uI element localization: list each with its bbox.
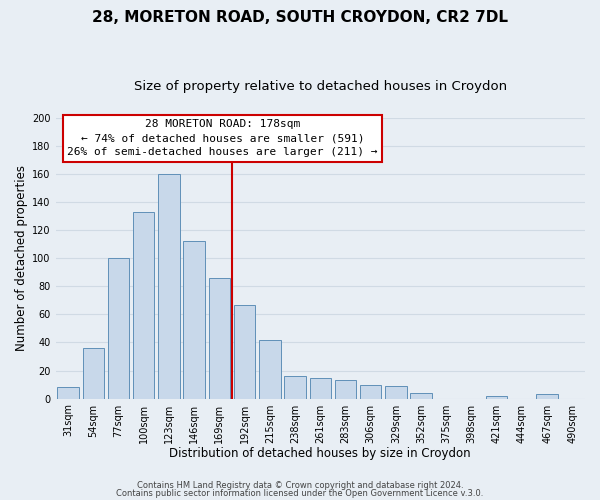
Bar: [410, 393, 432, 398]
Bar: [259, 340, 281, 398]
Bar: [310, 378, 331, 398]
X-axis label: Distribution of detached houses by size in Croydon: Distribution of detached houses by size …: [169, 447, 471, 460]
Bar: [209, 278, 230, 398]
Bar: [284, 376, 306, 398]
Bar: [335, 380, 356, 398]
Bar: [108, 258, 129, 398]
Bar: [360, 384, 382, 398]
Bar: [486, 396, 508, 398]
Bar: [385, 386, 407, 398]
Bar: [158, 174, 180, 398]
Text: 28 MORETON ROAD: 178sqm
← 74% of detached houses are smaller (591)
26% of semi-d: 28 MORETON ROAD: 178sqm ← 74% of detache…: [67, 119, 377, 157]
Text: Contains public sector information licensed under the Open Government Licence v.: Contains public sector information licen…: [116, 488, 484, 498]
Text: 28, MORETON ROAD, SOUTH CROYDON, CR2 7DL: 28, MORETON ROAD, SOUTH CROYDON, CR2 7DL: [92, 10, 508, 25]
Bar: [133, 212, 154, 398]
Bar: [58, 388, 79, 398]
Title: Size of property relative to detached houses in Croydon: Size of property relative to detached ho…: [134, 80, 507, 93]
Bar: [184, 242, 205, 398]
Text: Contains HM Land Registry data © Crown copyright and database right 2024.: Contains HM Land Registry data © Crown c…: [137, 481, 463, 490]
Bar: [536, 394, 558, 398]
Y-axis label: Number of detached properties: Number of detached properties: [15, 165, 28, 351]
Bar: [83, 348, 104, 399]
Bar: [234, 304, 256, 398]
